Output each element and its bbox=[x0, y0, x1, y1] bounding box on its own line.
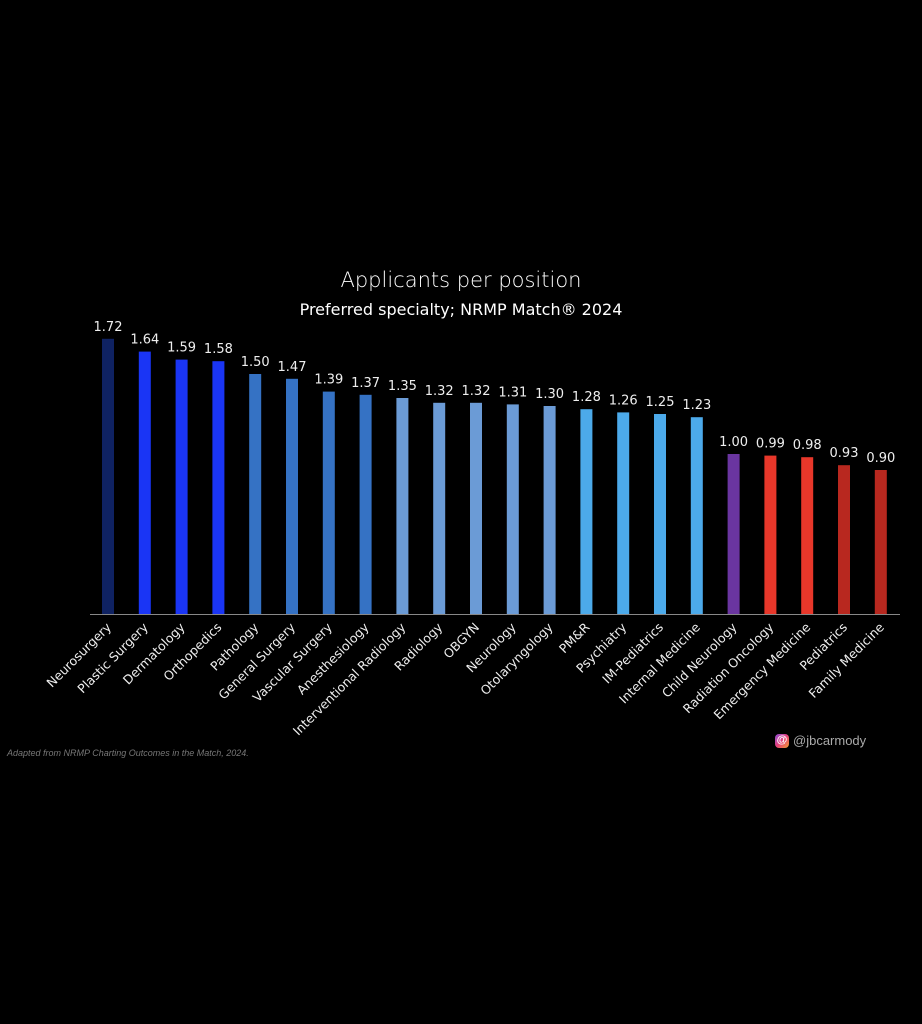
bar bbox=[801, 457, 814, 614]
data-label: 1.59 bbox=[167, 341, 196, 356]
chart-title: Applicants per position bbox=[340, 268, 582, 292]
bar bbox=[727, 454, 740, 614]
bar bbox=[543, 406, 556, 614]
bar bbox=[396, 398, 409, 614]
data-label: 1.32 bbox=[462, 384, 491, 399]
bar bbox=[838, 465, 850, 614]
threads-icon: @ bbox=[775, 733, 789, 748]
data-label: 1.30 bbox=[535, 387, 564, 402]
bar bbox=[690, 417, 703, 614]
data-label: 0.90 bbox=[866, 451, 895, 466]
data-label: 1.50 bbox=[241, 355, 270, 370]
bar bbox=[102, 338, 114, 614]
data-label: 1.25 bbox=[646, 395, 675, 410]
bar bbox=[580, 409, 593, 614]
chart-subtitle: Preferred specialty; NRMP Match® 2024 bbox=[299, 300, 623, 319]
data-label: 0.98 bbox=[793, 438, 822, 453]
bar bbox=[212, 361, 225, 614]
data-label: 1.26 bbox=[609, 393, 638, 408]
data-label: 0.99 bbox=[756, 437, 785, 452]
data-label: 1.23 bbox=[682, 398, 711, 413]
bar bbox=[617, 412, 630, 614]
data-label: 1.32 bbox=[425, 384, 454, 399]
bar bbox=[249, 374, 262, 614]
bar bbox=[359, 394, 372, 614]
bar bbox=[138, 351, 151, 614]
data-label: 1.58 bbox=[204, 342, 233, 357]
data-label: 1.64 bbox=[130, 333, 159, 348]
data-label: 1.39 bbox=[314, 373, 343, 388]
bar bbox=[175, 359, 188, 614]
data-label: 1.28 bbox=[572, 390, 601, 405]
bar bbox=[764, 455, 777, 614]
bar bbox=[286, 378, 298, 614]
bar bbox=[874, 470, 887, 614]
source-note: Adapted from NRMP Charting Outcomes in t… bbox=[7, 748, 249, 758]
data-label: 1.31 bbox=[498, 385, 527, 400]
bar bbox=[470, 402, 482, 614]
data-label: 1.35 bbox=[388, 379, 417, 394]
data-label: 1.47 bbox=[278, 360, 307, 375]
bar bbox=[654, 414, 666, 614]
bar bbox=[433, 402, 446, 614]
bar bbox=[322, 391, 335, 614]
data-label: 1.37 bbox=[351, 376, 380, 391]
data-label: 1.00 bbox=[719, 435, 748, 450]
handle-text: @jbcarmody bbox=[793, 733, 867, 748]
data-label: 0.93 bbox=[830, 446, 859, 461]
data-label: 1.72 bbox=[94, 320, 123, 335]
author-handle: @ @jbcarmody bbox=[775, 733, 866, 748]
bar bbox=[506, 404, 519, 614]
